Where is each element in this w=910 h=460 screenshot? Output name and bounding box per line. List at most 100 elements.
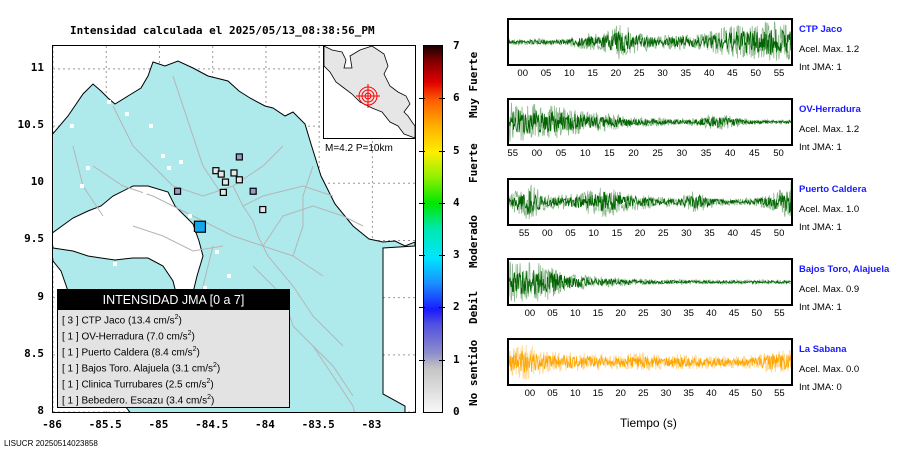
time-tick-label: 15 [592,308,604,319]
time-tick-label: 20 [628,148,639,159]
time-tick-label: 20 [610,68,622,79]
station-name: Puerto Caldera [799,184,867,195]
y-tick-label: 10 [30,175,44,189]
magnitude-depth-label: M=4.2 P=10km [325,143,393,154]
legend-station: OV-Herradura [81,331,147,343]
time-tick-label: 30 [681,228,692,239]
legend-level: [ 1 ] [62,347,82,359]
time-tick-label: 55 [518,228,530,239]
time-tick-label: 10 [569,308,581,319]
colorbar-tick-mark [419,202,445,204]
station-marker[interactable] [235,153,243,161]
colorbar-category-label: Debil [467,290,480,324]
x-tick-label: -83 [361,418,382,431]
colorbar-tick-label: 3 [453,248,460,262]
colorbar-tick-label: 7 [453,39,460,52]
time-tick-label: 50 [750,68,762,79]
time-tick-label: 15 [604,148,615,159]
station-marker[interactable] [217,170,225,178]
time-tick-label: 35 [704,228,715,239]
town-marker [77,73,81,77]
waveform-trace [507,178,793,226]
time-tick-label: 05 [547,388,558,399]
town-marker [143,190,147,194]
legend-close: ) [210,379,214,391]
legend-close: ) [191,331,195,343]
time-tick-label: 00 [524,308,536,319]
time-tick-label: 40 [706,388,717,399]
legend-superscript: 2 [207,394,211,401]
legend-item: [ 1 ] Puerto Caldera (8.4 cm/s2) [58,342,289,358]
waveform-time-ticks: 55 00 05 10 15 20 25 30 35 40 45 50 [507,228,793,240]
time-tick-label: 50 [773,148,784,159]
colorbar-tick-label: 4 [453,195,460,209]
y-tick-label: 11 [30,60,44,74]
legend-close: ) [178,315,182,327]
station-marker[interactable] [230,169,238,177]
time-tick-label: 25 [652,148,663,159]
time-tick-label: 35 [683,308,694,319]
waveform-line [509,190,791,215]
waveform-time-ticks: 00 05 10 15 20 25 30 35 40 45 50 55 [507,68,793,80]
max-acceleration: Acel. Max. 1.2 [799,44,860,55]
station-marker[interactable] [173,187,182,195]
town-marker [113,262,117,266]
max-acceleration: Acel. Max. 0.9 [799,284,860,295]
legend-superscript: 2 [187,330,192,337]
inset-land [323,45,416,139]
time-tick-label: 30 [657,68,668,79]
legend-station: Bajos Toro. Alajuela [81,363,172,375]
station-name: La Sabana [799,344,847,355]
station-markers [173,153,267,233]
y-tick-label: 8 [37,404,44,417]
legend-station: Clinica Turrubares [81,379,166,391]
time-tick-label: 30 [676,148,688,159]
max-acceleration: Acel. Max. 1.2 [799,124,860,135]
time-tick-label: 25 [633,68,645,79]
legend-station: CTP Jaco [81,315,128,327]
station-marker[interactable] [249,187,257,195]
y-tick-label: 9 [37,289,44,303]
town-marker [107,100,111,104]
time-tick-label: 30 [660,308,672,319]
time-tick-label: 25 [657,228,669,239]
legend-accel: (13.4 cm/s [127,315,175,327]
colorbar-category-label: Muy Fuerte [467,51,480,119]
town-marker [80,184,84,188]
intensity-colorbar [423,45,443,413]
time-tick-label: 40 [703,68,715,79]
time-tick-label: 20 [615,388,626,399]
station-marker[interactable] [219,188,227,196]
legend-superscript: 2 [206,378,211,385]
town-marker [86,166,90,170]
jma-intensity: Int JMA: 0 [799,382,842,393]
x-tick-label: -83.5 [301,418,335,431]
legend-item: [ 1 ] OV-Herradura (7.0 cm/s2) [58,326,289,342]
colorbar-tick-mark [419,307,445,309]
intensity-legend: INTENSIDAD JMA [0 a 7] [ 3 ] CTP Jaco (1… [57,289,290,408]
time-tick-label: 45 [728,388,740,399]
colorbar-category-label: No sentido [467,339,480,406]
town-marker [161,154,165,158]
epicenter-marker [356,84,380,108]
jma-intensity: Int JMA: 1 [799,62,842,73]
waveform-trace [507,18,793,66]
time-tick-label: 55 [774,388,785,399]
station-marker[interactable] [259,205,267,214]
station-marker[interactable] [235,176,243,184]
town-marker [167,166,171,170]
station-name: Bajos Toro, Alajuela [799,264,890,275]
time-tick-label: 35 [700,148,712,159]
max-acceleration: Acel. Max. 0.0 [799,364,860,375]
time-tick-label: 35 [683,388,694,399]
inset-canvas [323,45,416,139]
waveform-canvas [509,21,791,61]
station-marker[interactable] [193,220,207,233]
map-title: Intensidad calculada el 2025/05/13_08:38… [70,24,375,37]
time-tick-label: 15 [592,388,604,399]
time-tick-label: 10 [569,388,581,399]
time-tick-label: 55 [507,148,519,159]
time-tick-label: 00 [542,228,553,239]
time-tick-label: 55 [774,308,785,319]
station-marker[interactable] [221,178,230,186]
